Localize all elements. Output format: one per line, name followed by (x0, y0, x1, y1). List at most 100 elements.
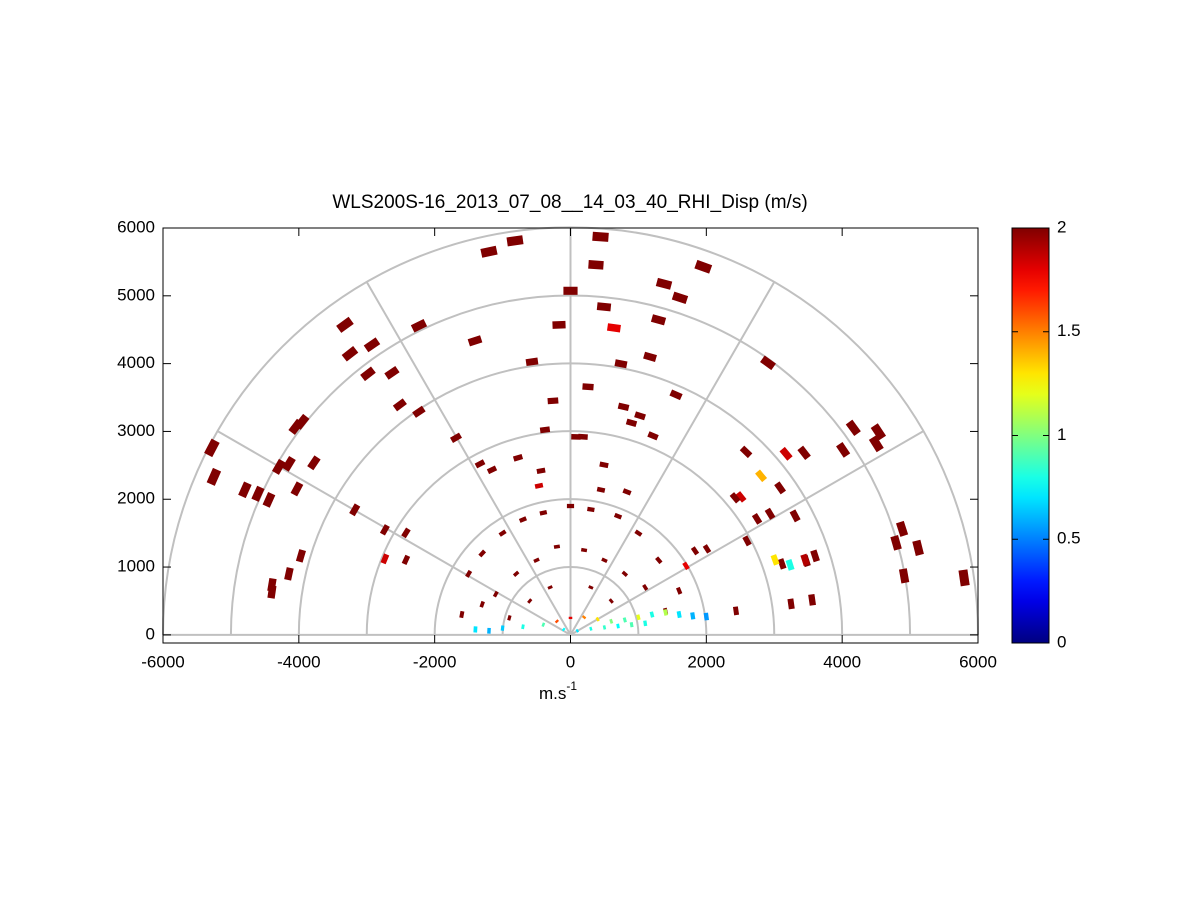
x-tick-label: 2000 (687, 652, 725, 671)
data-point (536, 467, 546, 475)
data-point (622, 488, 632, 496)
data-point (649, 611, 655, 618)
colorbar (1011, 227, 1050, 644)
data-point (360, 366, 376, 382)
data-point (563, 286, 578, 295)
data-point (958, 569, 970, 587)
x-tick-label: 4000 (823, 652, 861, 671)
data-point (527, 598, 533, 604)
data-point (729, 492, 741, 504)
data-point (518, 516, 528, 523)
data-point (478, 549, 487, 558)
data-point (539, 509, 548, 516)
colorbar-tick-label: 1.5 (1057, 321, 1081, 340)
data-point (580, 547, 588, 553)
data-point (655, 277, 673, 290)
chart-title: WLS200S-16_2013_07_08__14_03_40_RHI_Disp… (332, 192, 807, 213)
data-point (295, 549, 306, 563)
y-tick-label: 1000 (117, 557, 155, 576)
data-point (785, 558, 795, 571)
y-tick-label: 2000 (117, 489, 155, 508)
data-point (290, 481, 304, 497)
data-point (294, 413, 310, 430)
data-point (777, 558, 787, 570)
data-point (676, 610, 682, 619)
polar-spoke (365, 281, 572, 636)
x-tick-label: 0 (566, 652, 575, 671)
data-point (467, 335, 483, 347)
data-point (588, 585, 594, 590)
data-point (341, 346, 359, 362)
data-point (650, 314, 667, 326)
data-point (392, 398, 407, 412)
data-point (480, 245, 498, 258)
data-point (764, 507, 776, 520)
data-point (643, 620, 648, 627)
data-point (836, 442, 851, 458)
data-point (599, 461, 609, 469)
x-axis-label: m.s-1 (539, 679, 577, 703)
data-point (845, 419, 861, 437)
y-tick-label: 0 (146, 624, 155, 643)
data-point (349, 503, 361, 517)
data-point (779, 446, 793, 461)
data-point (655, 556, 663, 565)
data-point (808, 594, 816, 606)
data-point (541, 622, 546, 627)
data-point (507, 615, 512, 621)
data-point (703, 612, 710, 621)
x-tick-label: 6000 (959, 652, 997, 671)
data-point (492, 590, 499, 598)
data-point (739, 445, 753, 459)
data-point (262, 491, 276, 508)
data-point (621, 570, 629, 577)
data-point (587, 506, 595, 513)
data-point (797, 445, 811, 461)
data-point (810, 549, 820, 563)
data-point (669, 389, 683, 401)
x-axis-label-sup: -1 (566, 679, 577, 693)
data-point (774, 481, 787, 495)
data-point (896, 520, 909, 537)
data-point (694, 259, 713, 274)
data-point (912, 539, 924, 556)
y-tick-label: 4000 (117, 353, 155, 372)
data-point (307, 455, 321, 471)
data-point (609, 618, 614, 624)
data-point (449, 432, 462, 444)
data-point (602, 625, 607, 630)
data-point (589, 626, 593, 631)
data-point (751, 512, 763, 525)
y-tick-label: 5000 (117, 285, 155, 304)
data-point (204, 438, 220, 458)
data-point (486, 465, 498, 475)
data-point (384, 365, 400, 380)
data-point (512, 570, 520, 577)
data-point (890, 535, 902, 551)
data-point (732, 606, 740, 616)
data-point (363, 337, 381, 353)
data-point (251, 485, 265, 502)
data-point (284, 567, 294, 581)
data-point (401, 527, 411, 539)
data-point (601, 557, 608, 564)
colorbar-tick-label: 2 (1057, 217, 1066, 236)
data-point (581, 615, 587, 620)
data-point (479, 600, 485, 608)
data-point (554, 619, 560, 624)
data-point (539, 426, 551, 434)
data-point (272, 458, 286, 475)
data-point (206, 467, 222, 486)
data-point (533, 557, 540, 564)
data-point (760, 355, 776, 371)
data-point (238, 481, 252, 499)
data-point (614, 359, 628, 369)
data-point (379, 524, 390, 536)
data-point (690, 546, 700, 556)
data-point (459, 610, 465, 619)
x-tick-label: -6000 (141, 652, 184, 671)
data-point (595, 616, 600, 622)
data-point (401, 554, 411, 565)
data-point (647, 431, 659, 441)
data-point (634, 529, 643, 537)
